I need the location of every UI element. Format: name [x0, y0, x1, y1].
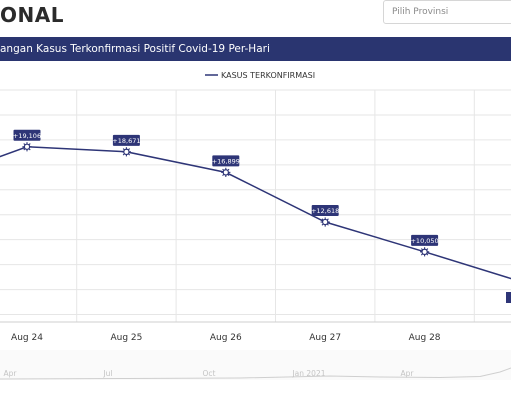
- point-marker-spike: [420, 253, 424, 256]
- navigator-label: Apr: [401, 369, 415, 378]
- data-label-box: [311, 205, 339, 217]
- grid: [0, 89, 511, 323]
- point-marker-spike: [326, 223, 329, 226]
- point-marker: [123, 148, 130, 156]
- navigator[interactable]: Apr Jul Oct Jan 2021 Apr: [0, 350, 511, 380]
- x-tick-label: Aug 28: [409, 333, 441, 343]
- navigator-bg: [0, 350, 511, 380]
- point-marker-spike: [222, 168, 225, 171]
- point-marker: [222, 169, 229, 176]
- data-label-box: [112, 134, 140, 146]
- data-label-box-clipped: [506, 292, 511, 303]
- point-marker-spike: [122, 148, 125, 151]
- point-marker-spike: [222, 173, 225, 177]
- x-tick-label: Aug 27: [309, 333, 341, 343]
- point-marker-spike: [122, 153, 125, 156]
- point-marker: [322, 218, 329, 226]
- data-label-box: [13, 129, 41, 141]
- data-point[interactable]: +16,899: [212, 155, 240, 177]
- point-marker-spike: [23, 148, 26, 151]
- navigator-series: [0, 367, 511, 380]
- page-title: ONAL: [0, 3, 64, 27]
- data-label: +12,618: [311, 207, 339, 215]
- province-select[interactable]: Pilih Provinsi: [383, 0, 511, 24]
- data-label-box: [411, 234, 439, 246]
- point-marker-spike: [321, 218, 324, 221]
- data-label: +16,899: [212, 157, 240, 165]
- point-marker-spike: [426, 253, 429, 256]
- data-label: +10,050: [410, 237, 438, 245]
- data-points: +19,106 +18,671 +16,899 +12,618 +10,050: [13, 129, 511, 303]
- point-marker-spike: [321, 223, 324, 226]
- point-marker-spike: [127, 148, 131, 151]
- navigator-label: Jul: [102, 369, 112, 378]
- legend-label: KASUS TERKONFIRMASI: [221, 71, 315, 80]
- point-marker-spike: [28, 143, 31, 146]
- point-marker-spike: [28, 148, 31, 151]
- data-point[interactable]: +19,106: [13, 129, 41, 152]
- data-point[interactable]: +18,671: [112, 134, 141, 157]
- data-point[interactable]: +10,050: [410, 234, 439, 257]
- point-marker-spike: [227, 173, 230, 177]
- data-point[interactable]: +12,618: [311, 205, 339, 227]
- point-marker-spike: [23, 143, 26, 146]
- data-label: +19,106: [13, 132, 41, 140]
- point-marker-spike: [326, 218, 329, 221]
- data-label-box: [212, 155, 240, 167]
- point-marker-spike: [227, 168, 230, 171]
- x-tick-label: Aug 26: [210, 333, 242, 343]
- point-marker: [421, 248, 428, 256]
- point-marker-spike: [127, 153, 131, 156]
- navigator-label: Oct: [203, 369, 216, 378]
- chart-header: angan Kasus Terkonfirmasi Positif Covid-…: [0, 37, 511, 61]
- data-label: +18,671: [112, 137, 140, 145]
- navigator-label: Jan 2021: [291, 369, 325, 378]
- x-tick-label: Aug 24: [11, 333, 43, 343]
- x-axis-ticks: Aug 24 Aug 25 Aug 26 Aug 27 Aug 28: [11, 333, 441, 343]
- point-marker-spike: [420, 248, 424, 251]
- x-tick-label: Aug 25: [110, 333, 142, 343]
- point-marker-spike: [426, 248, 429, 251]
- point-marker: [23, 143, 31, 150]
- chart-title: angan Kasus Terkonfirmasi Positif Covid-…: [0, 43, 270, 55]
- province-placeholder: Pilih Provinsi: [392, 7, 449, 17]
- legend[interactable]: KASUS TERKONFIRMASI: [205, 71, 315, 80]
- navigator-label: Apr: [4, 369, 18, 378]
